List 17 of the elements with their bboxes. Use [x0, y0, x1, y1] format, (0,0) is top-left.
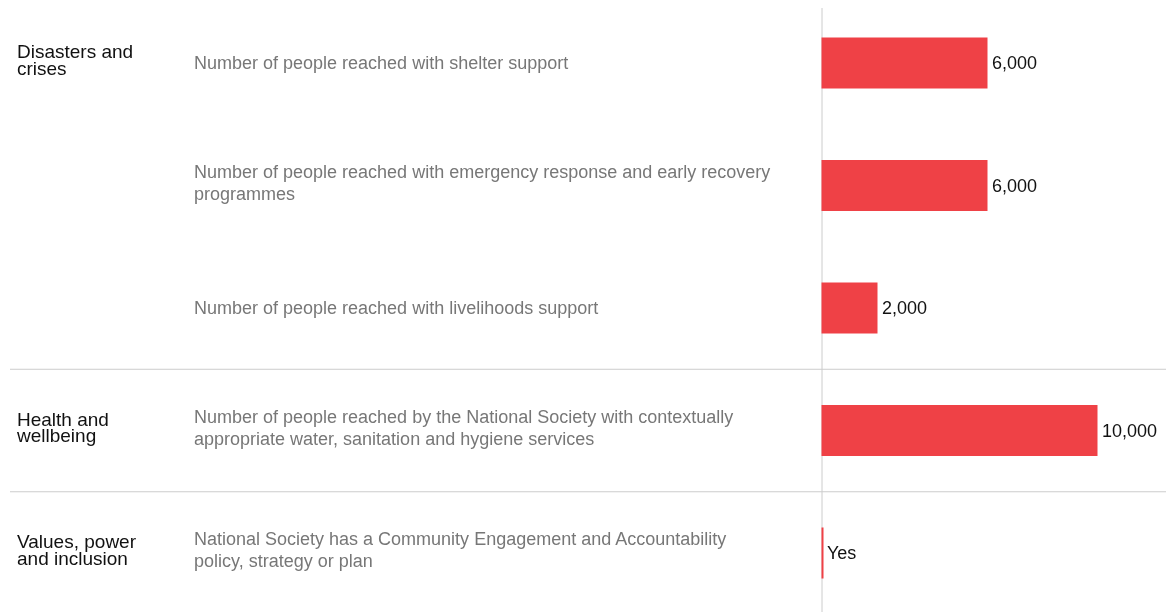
y-tick-label: Number of people reached with shelter support	[194, 53, 569, 74]
y-tick-label: National Society has a Community Engagement and Accountability policy, strategy or plan	[194, 529, 727, 571]
text: Disasters and crises	[17, 41, 134, 79]
y-tick-label: Number of people reached with emergency response and early recovery programmes	[194, 161, 771, 204]
data-label: 2,000	[882, 298, 928, 319]
y-tick-label: Number of people reached with livelihoods support	[194, 298, 599, 319]
bar	[821, 37, 988, 89]
bar	[821, 405, 1098, 456]
text: Health and wellbeing	[16, 408, 109, 446]
text: Values, power and inclusion	[17, 531, 137, 569]
data-label: Yes	[827, 543, 857, 564]
data-label: 6,000	[992, 53, 1038, 74]
data-label: 10,000	[1102, 420, 1158, 441]
y-tick-label: Number of people reached by the National Society with contextually appropriate water, sanitation and hygiene services	[194, 406, 734, 449]
bar	[821, 282, 878, 334]
bar	[821, 160, 988, 211]
data-label: 6,000	[992, 175, 1038, 196]
